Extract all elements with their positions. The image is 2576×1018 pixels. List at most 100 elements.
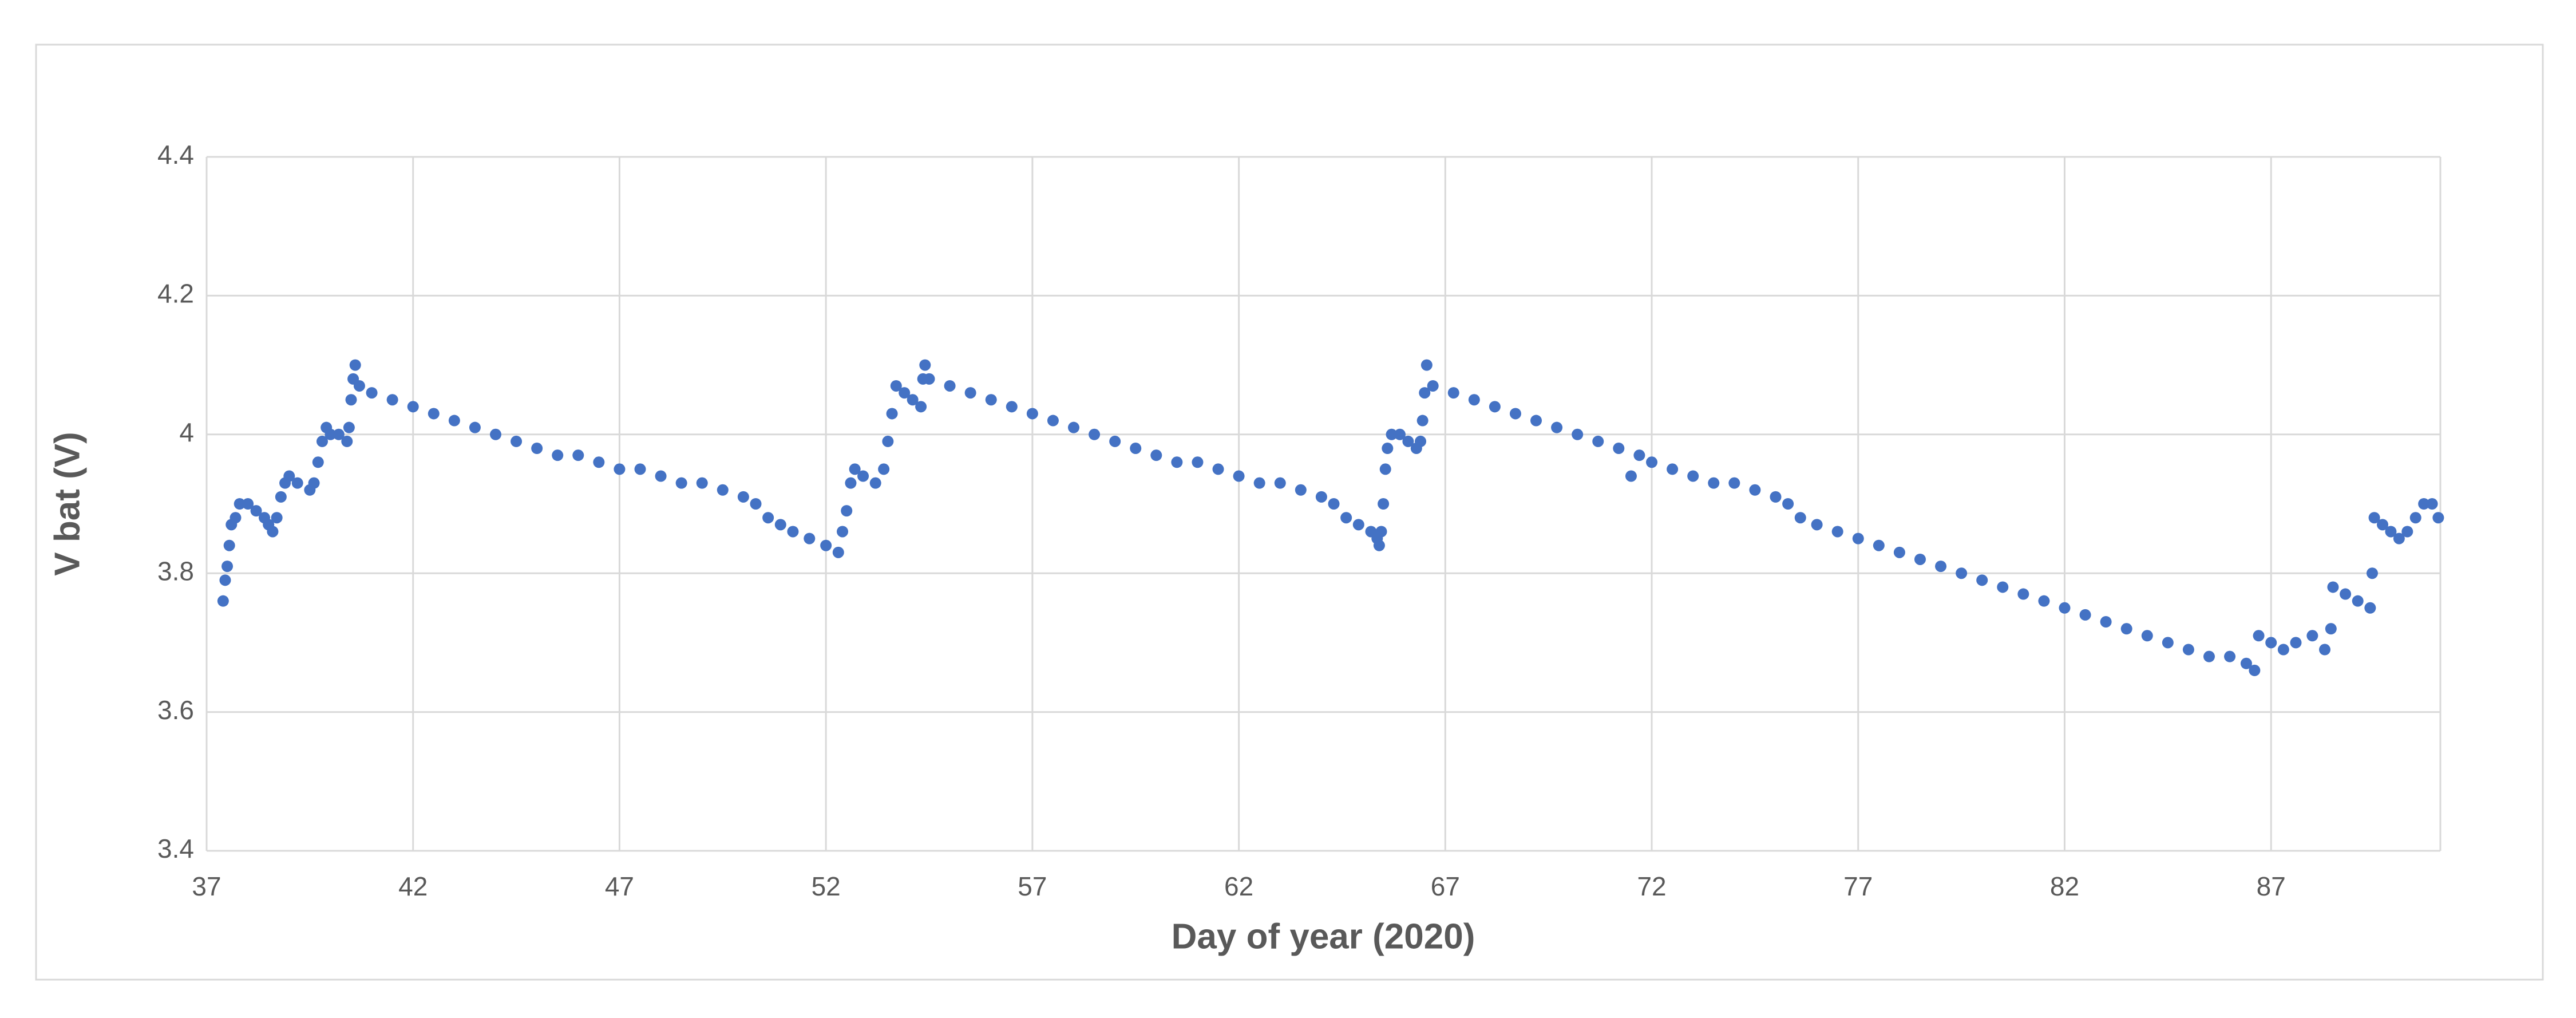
point bbox=[1893, 546, 1905, 558]
point bbox=[1375, 526, 1387, 538]
point bbox=[428, 408, 440, 420]
point bbox=[271, 512, 283, 524]
point bbox=[1530, 415, 1542, 427]
point bbox=[1130, 443, 1142, 455]
point bbox=[2364, 602, 2376, 614]
point bbox=[1852, 532, 1864, 544]
x-tick-label: 52 bbox=[812, 871, 841, 901]
point bbox=[593, 456, 605, 468]
point bbox=[1378, 498, 1390, 510]
point bbox=[1873, 539, 1885, 551]
point bbox=[1382, 443, 1394, 455]
point bbox=[614, 463, 626, 475]
point bbox=[1109, 435, 1121, 447]
point bbox=[1687, 470, 1699, 482]
point bbox=[804, 532, 816, 544]
point bbox=[1749, 484, 1761, 496]
point bbox=[2038, 595, 2050, 607]
point bbox=[2426, 498, 2438, 510]
point bbox=[250, 505, 262, 517]
point bbox=[2327, 581, 2339, 593]
point bbox=[762, 512, 774, 524]
point bbox=[919, 359, 931, 371]
point bbox=[2325, 623, 2337, 635]
point bbox=[531, 443, 543, 455]
point bbox=[1171, 456, 1183, 468]
point bbox=[2340, 588, 2352, 600]
point bbox=[1233, 470, 1245, 482]
point bbox=[985, 394, 997, 406]
point bbox=[2182, 644, 2194, 656]
point bbox=[832, 546, 844, 558]
point bbox=[448, 415, 460, 427]
point bbox=[857, 470, 869, 482]
point bbox=[2253, 630, 2265, 642]
point bbox=[2368, 512, 2380, 524]
point bbox=[2203, 650, 2215, 662]
point bbox=[1416, 415, 1429, 427]
point bbox=[1935, 561, 1947, 573]
x-tick-label: 57 bbox=[1018, 871, 1047, 901]
point bbox=[869, 477, 881, 489]
point bbox=[229, 512, 242, 524]
point bbox=[1592, 435, 1604, 447]
point bbox=[774, 519, 786, 531]
point bbox=[234, 498, 246, 510]
point bbox=[267, 526, 279, 538]
point bbox=[1468, 394, 1480, 406]
point bbox=[1379, 463, 1391, 475]
point bbox=[1997, 581, 2009, 593]
point bbox=[341, 435, 353, 447]
x-tick-label: 47 bbox=[605, 871, 634, 901]
point bbox=[1811, 519, 1823, 531]
point bbox=[2079, 609, 2091, 621]
x-tick-label: 72 bbox=[1637, 871, 1666, 901]
point bbox=[2318, 644, 2330, 656]
point bbox=[1352, 519, 1364, 531]
point bbox=[1427, 380, 1439, 392]
point bbox=[1831, 526, 1843, 538]
point bbox=[634, 463, 646, 475]
point bbox=[899, 387, 911, 399]
point bbox=[407, 401, 419, 413]
point bbox=[1274, 477, 1286, 489]
point bbox=[366, 387, 378, 399]
point bbox=[1625, 470, 1637, 482]
y-tick-label: 3.4 bbox=[157, 834, 194, 863]
point bbox=[2376, 519, 2388, 531]
point bbox=[944, 380, 956, 392]
point bbox=[291, 477, 303, 489]
point bbox=[343, 421, 355, 433]
point bbox=[737, 491, 749, 503]
point bbox=[717, 484, 729, 496]
point bbox=[1089, 428, 1101, 440]
point bbox=[890, 380, 902, 392]
point bbox=[1402, 435, 1414, 447]
point bbox=[1068, 421, 1080, 433]
point bbox=[878, 463, 890, 475]
point bbox=[1047, 415, 1059, 427]
point bbox=[1976, 574, 1988, 586]
point bbox=[750, 498, 762, 510]
point bbox=[696, 477, 708, 489]
point bbox=[1572, 428, 1584, 440]
point bbox=[316, 435, 329, 447]
point bbox=[1708, 477, 1720, 489]
point bbox=[2385, 526, 2397, 538]
x-axis-title: Day of year (2020) bbox=[1172, 917, 1475, 956]
point bbox=[2141, 630, 2153, 642]
point bbox=[2249, 664, 2261, 676]
point bbox=[572, 449, 584, 461]
point bbox=[1509, 408, 1521, 420]
point bbox=[242, 498, 254, 510]
point bbox=[353, 380, 365, 392]
point bbox=[1006, 401, 1018, 413]
point bbox=[2162, 637, 2174, 649]
point bbox=[1447, 387, 1459, 399]
x-tick-label: 62 bbox=[1224, 871, 1253, 901]
point bbox=[882, 435, 894, 447]
point bbox=[787, 526, 799, 538]
point bbox=[349, 359, 361, 371]
point bbox=[675, 477, 687, 489]
